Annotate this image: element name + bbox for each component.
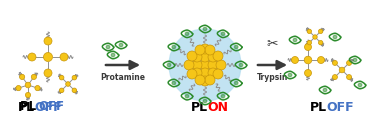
Circle shape bbox=[25, 82, 31, 88]
Circle shape bbox=[60, 53, 68, 61]
Circle shape bbox=[203, 99, 207, 103]
Circle shape bbox=[172, 45, 175, 49]
Circle shape bbox=[192, 60, 202, 70]
Circle shape bbox=[184, 60, 194, 70]
Text: OFF: OFF bbox=[326, 101, 354, 114]
Circle shape bbox=[43, 53, 53, 62]
Text: PL: PL bbox=[18, 101, 35, 114]
Circle shape bbox=[195, 75, 205, 85]
Circle shape bbox=[291, 57, 299, 64]
Circle shape bbox=[332, 60, 338, 65]
Circle shape bbox=[339, 67, 345, 73]
Circle shape bbox=[305, 69, 311, 77]
Text: ON: ON bbox=[207, 101, 228, 114]
Circle shape bbox=[106, 45, 110, 49]
Circle shape bbox=[59, 75, 64, 80]
Circle shape bbox=[293, 38, 297, 42]
Circle shape bbox=[208, 60, 218, 70]
Circle shape bbox=[208, 68, 218, 78]
Text: PL: PL bbox=[310, 101, 327, 114]
Text: Protamine: Protamine bbox=[101, 73, 146, 82]
Circle shape bbox=[72, 88, 77, 93]
Circle shape bbox=[288, 73, 292, 77]
Text: OFF: OFF bbox=[34, 101, 62, 114]
Text: PL: PL bbox=[20, 100, 40, 113]
Circle shape bbox=[333, 35, 337, 39]
Circle shape bbox=[216, 60, 226, 70]
Circle shape bbox=[205, 45, 215, 55]
Circle shape bbox=[313, 35, 317, 39]
Circle shape bbox=[31, 74, 37, 80]
Circle shape bbox=[304, 56, 312, 64]
Circle shape bbox=[195, 45, 205, 55]
Circle shape bbox=[307, 40, 311, 45]
Circle shape bbox=[318, 40, 323, 45]
Circle shape bbox=[347, 75, 352, 80]
Circle shape bbox=[323, 88, 327, 92]
Circle shape bbox=[185, 94, 189, 98]
Circle shape bbox=[25, 92, 31, 98]
Circle shape bbox=[358, 83, 362, 87]
Circle shape bbox=[192, 52, 202, 62]
Circle shape bbox=[221, 94, 225, 98]
Circle shape bbox=[208, 52, 218, 62]
Circle shape bbox=[347, 60, 352, 65]
Circle shape bbox=[200, 44, 210, 54]
Circle shape bbox=[185, 32, 189, 36]
Circle shape bbox=[234, 81, 238, 85]
Circle shape bbox=[111, 53, 115, 57]
Circle shape bbox=[59, 88, 64, 93]
Circle shape bbox=[213, 51, 223, 61]
Circle shape bbox=[44, 37, 52, 45]
Circle shape bbox=[205, 75, 215, 85]
Circle shape bbox=[200, 60, 210, 70]
Text: Trypsin: Trypsin bbox=[257, 73, 288, 82]
Circle shape bbox=[72, 75, 77, 80]
Circle shape bbox=[20, 74, 25, 80]
Circle shape bbox=[16, 86, 21, 91]
Circle shape bbox=[221, 32, 225, 36]
Circle shape bbox=[239, 63, 243, 67]
Circle shape bbox=[167, 63, 171, 67]
Circle shape bbox=[169, 29, 241, 101]
Text: OFF: OFF bbox=[38, 100, 64, 113]
Circle shape bbox=[200, 52, 210, 62]
Circle shape bbox=[187, 51, 197, 61]
Circle shape bbox=[187, 69, 197, 79]
Circle shape bbox=[213, 69, 223, 79]
Circle shape bbox=[28, 53, 36, 61]
Text: PL: PL bbox=[191, 101, 208, 114]
Circle shape bbox=[203, 27, 207, 31]
Circle shape bbox=[307, 29, 311, 34]
Circle shape bbox=[332, 75, 338, 80]
Circle shape bbox=[318, 57, 324, 64]
Circle shape bbox=[234, 45, 238, 49]
Circle shape bbox=[353, 58, 357, 62]
Circle shape bbox=[66, 82, 70, 86]
Circle shape bbox=[192, 68, 202, 78]
Text: ✂: ✂ bbox=[267, 37, 278, 51]
Circle shape bbox=[44, 69, 52, 77]
Circle shape bbox=[200, 68, 210, 78]
Circle shape bbox=[318, 29, 323, 34]
Circle shape bbox=[200, 76, 210, 86]
Circle shape bbox=[305, 44, 311, 51]
Circle shape bbox=[172, 81, 175, 85]
Circle shape bbox=[35, 86, 40, 91]
Circle shape bbox=[119, 43, 123, 47]
